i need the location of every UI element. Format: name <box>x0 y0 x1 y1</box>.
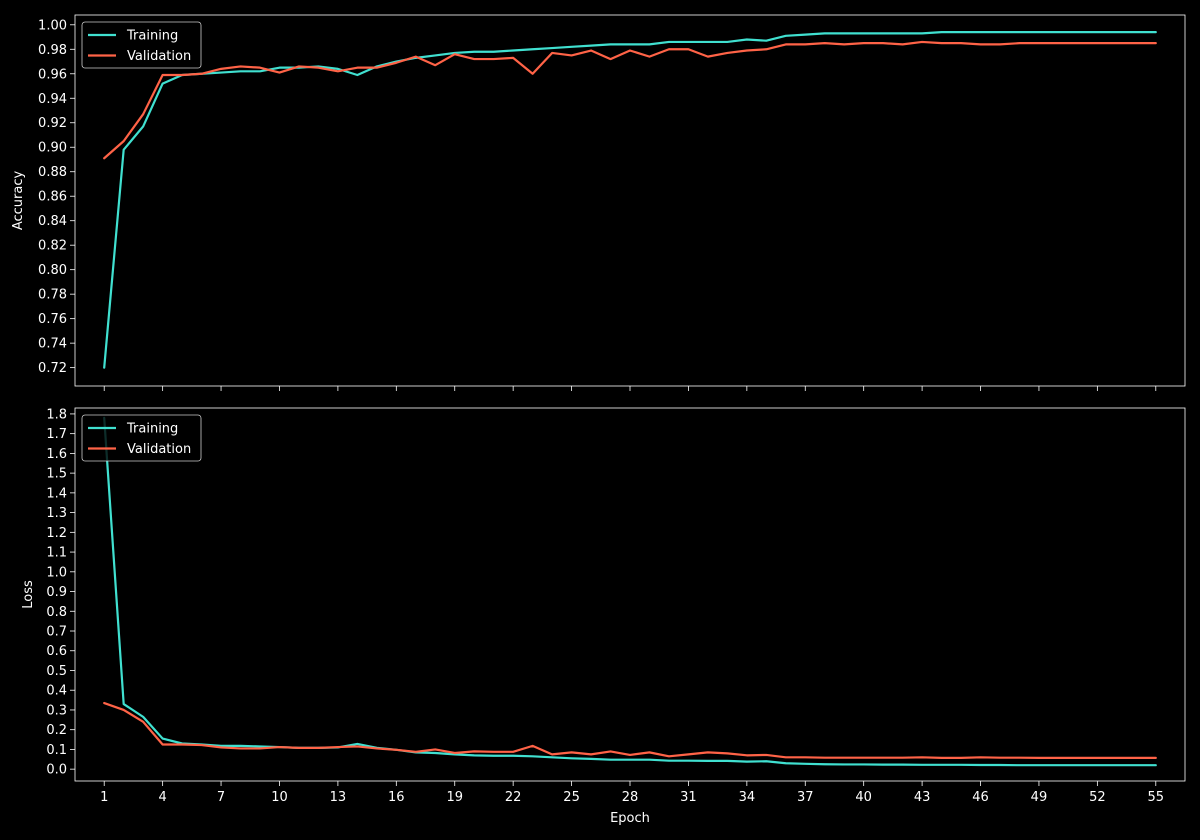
y-tick-label: 0.72 <box>38 361 67 376</box>
x-tick-label: 34 <box>739 790 756 805</box>
y-tick-label: 0.82 <box>38 239 67 254</box>
y-tick-label: 0.96 <box>38 67 67 82</box>
y-tick-label: 1.5 <box>46 467 67 482</box>
x-tick-label: 40 <box>855 790 872 805</box>
x-axis-label: Epoch <box>610 811 650 826</box>
y-tick-label: 0.8 <box>46 605 67 620</box>
x-tick-label: 7 <box>217 790 225 805</box>
y-tick-label: 0.94 <box>38 92 67 107</box>
legend: Training Validation <box>81 414 202 462</box>
x-tick-label: 28 <box>622 790 639 805</box>
legend-label-validation: Validation <box>127 442 191 457</box>
y-tick-label: 0.3 <box>46 703 67 718</box>
y-tick-label: 0.5 <box>46 664 67 679</box>
y-tick-label: 1.00 <box>38 18 67 33</box>
y-axis-label: Accuracy <box>11 171 26 231</box>
x-tick-label: 46 <box>972 790 989 805</box>
y-tick-label: 0.84 <box>38 214 67 229</box>
y-tick-label: 1.0 <box>46 565 67 580</box>
y-tick-label: 0.7 <box>46 625 67 640</box>
x-tick-label: 37 <box>797 790 814 805</box>
y-tick-label: 1.6 <box>46 447 67 462</box>
y-tick-label: 0.98 <box>38 43 67 58</box>
y-tick-label: 1.2 <box>46 526 67 541</box>
x-tick-label: 13 <box>330 790 347 805</box>
y-tick-label: 1.3 <box>46 506 67 521</box>
x-tick-label: 49 <box>1031 790 1048 805</box>
y-tick-label: 0.76 <box>38 312 67 327</box>
series-line-training <box>103 31 1157 369</box>
legend-label-training: Training <box>126 29 178 44</box>
x-tick-label: 10 <box>271 790 288 805</box>
x-tick-label: 4 <box>158 790 166 805</box>
y-tick-label: 0.74 <box>38 337 67 352</box>
y-tick-label: 0.80 <box>38 263 67 278</box>
y-tick-label: 1.7 <box>46 427 67 442</box>
x-tick-label: 25 <box>563 790 580 805</box>
x-tick-label: 43 <box>914 790 931 805</box>
y-tick-label: 1.4 <box>46 486 67 501</box>
y-tick-label: 0.1 <box>46 743 67 758</box>
x-tick-label: 31 <box>680 790 697 805</box>
y-tick-label: 0.4 <box>46 684 67 699</box>
x-tick-label: 55 <box>1148 790 1165 805</box>
y-tick-label: 1.8 <box>46 407 67 422</box>
y-tick-label: 0.78 <box>38 288 67 303</box>
y-tick-label: 0.90 <box>38 141 67 156</box>
series-line-validation <box>103 40 1157 160</box>
legend-label-training: Training <box>126 422 178 437</box>
y-tick-label: 0.0 <box>46 763 67 778</box>
y-tick-label: 0.92 <box>38 116 67 131</box>
x-tick-label: 1 <box>100 790 108 805</box>
series-line-validation <box>103 701 1157 760</box>
x-tick-label: 19 <box>446 790 463 805</box>
x-tick-label: 52 <box>1089 790 1106 805</box>
x-tick-label: 16 <box>388 790 405 805</box>
y-tick-label: 0.88 <box>38 165 67 180</box>
y-axis-label: Loss <box>21 580 36 609</box>
loss-panel: 0.0 0.1 0.2 0.3 0.4 0.5 0.6 0.7 0.8 0.9 1.0 1.1 1.2 1… <box>21 407 1186 826</box>
y-tick-label: 0.9 <box>46 585 67 600</box>
legend-label-validation: Validation <box>127 49 191 64</box>
accuracy-panel: 0.72 0.74 0.76 0.78 0.80 0.82 0.84 0.86 0.88 0.90… <box>11 14 1186 391</box>
series-group <box>103 416 1157 767</box>
legend: Training Validation <box>81 21 202 69</box>
series-group <box>103 31 1157 369</box>
x-tick-label: 22 <box>505 790 522 805</box>
y-tick-label: 0.86 <box>38 190 67 205</box>
y-tick-label: 1.1 <box>46 546 67 561</box>
y-tick-label: 0.2 <box>46 723 67 738</box>
y-tick-label: 0.6 <box>46 644 67 659</box>
